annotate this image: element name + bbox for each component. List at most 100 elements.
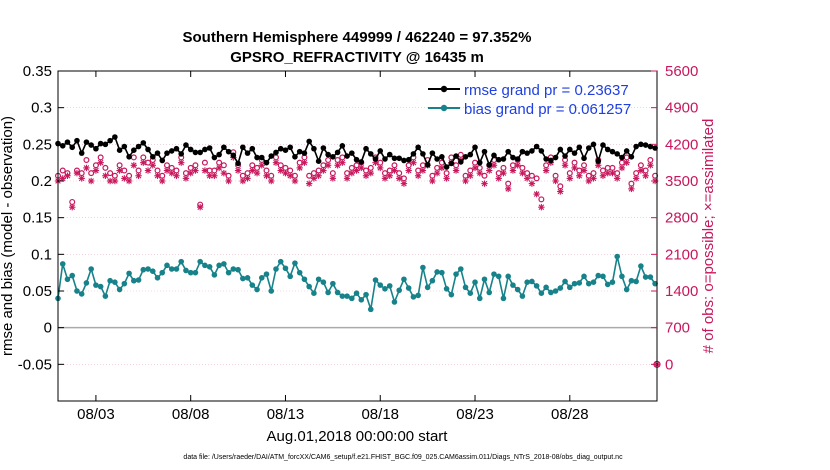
obs-assimilated-marker xyxy=(111,177,119,185)
obs-assimilated-marker xyxy=(73,169,81,177)
rmse-point xyxy=(249,145,256,152)
obs-assimilated-marker xyxy=(301,159,308,166)
obs-possible-marker xyxy=(277,162,284,169)
rmse-point xyxy=(349,150,355,156)
rmse-point xyxy=(206,145,213,151)
rmse-point xyxy=(367,151,374,157)
obs-possible-marker xyxy=(201,159,208,166)
asterisk-stroke xyxy=(581,167,587,174)
asterisk-stroke xyxy=(642,172,649,179)
rmse-point xyxy=(481,148,488,155)
asterisk-stroke xyxy=(216,165,222,171)
rmse-point xyxy=(552,154,559,161)
bias-point xyxy=(619,273,625,280)
rmse-point xyxy=(93,145,99,152)
asterisk-stroke xyxy=(197,204,203,210)
rmse-point xyxy=(97,140,104,147)
asterisk-stroke xyxy=(121,175,128,182)
bias-point xyxy=(581,273,587,280)
obs-assimilated-marker xyxy=(258,162,265,169)
obs-assimilated-marker xyxy=(561,162,569,169)
asterisk-stroke xyxy=(571,165,578,171)
obs-assimilated-marker xyxy=(580,167,588,174)
obs-possible-marker xyxy=(254,164,261,171)
obs-assimilated-marker xyxy=(443,175,450,182)
bias-point xyxy=(600,273,606,280)
obs-assimilated-marker xyxy=(215,164,223,172)
asterisk-stroke xyxy=(287,172,293,179)
rmse-point xyxy=(500,156,507,162)
obs-assimilated-marker xyxy=(358,164,365,172)
asterisk-stroke xyxy=(254,170,260,176)
bias-point xyxy=(495,273,502,280)
bias-point xyxy=(221,261,227,267)
obs-assimilated-marker xyxy=(486,167,493,174)
asterisk-stroke xyxy=(131,162,137,169)
asterisk-stroke xyxy=(410,159,417,166)
obs-assimilated-marker xyxy=(277,167,284,174)
bias-point xyxy=(254,286,260,293)
bias-point xyxy=(353,290,360,297)
obs-assimilated-marker xyxy=(97,159,104,166)
rmse-point xyxy=(183,142,189,148)
obs-assimilated-marker xyxy=(637,167,645,174)
right-tick-label: 2100 xyxy=(665,246,698,263)
obs-possible-marker xyxy=(623,154,630,161)
bias-point xyxy=(244,275,251,281)
rmse-point xyxy=(410,151,417,157)
asterisk-stroke xyxy=(258,162,265,169)
asterisk-stroke xyxy=(609,170,616,176)
bias-point xyxy=(121,280,128,287)
obs-assimilated-marker xyxy=(220,169,228,177)
rmse-point xyxy=(396,155,403,162)
rmse-point xyxy=(306,138,312,145)
rmse-point xyxy=(202,146,208,153)
x-tick-label: 08/18 xyxy=(361,406,399,423)
bias-point xyxy=(434,269,440,275)
rmse-point xyxy=(543,156,549,162)
obs-possible-marker xyxy=(239,172,246,179)
obs-assimilated-marker xyxy=(500,169,507,177)
asterisk-stroke xyxy=(221,170,227,176)
obs-possible-marker xyxy=(287,167,294,174)
rmse-point xyxy=(538,148,545,154)
bias-point xyxy=(78,291,85,297)
obs-possible-marker xyxy=(163,162,170,169)
obs-possible-marker xyxy=(263,167,270,174)
asterisk-stroke xyxy=(74,170,80,176)
right-tick-label: 0 xyxy=(665,356,673,373)
asterisk-stroke xyxy=(135,172,142,179)
rmse-point xyxy=(401,157,407,164)
bias-point xyxy=(334,289,341,296)
rmse-point xyxy=(571,150,578,156)
obs-possible-marker xyxy=(552,172,559,179)
right-axis-ticks: 0 700 1400 2100 2800 3500 4200 4900 5600 xyxy=(651,63,698,373)
rmse-point xyxy=(533,143,540,150)
asterisk-stroke xyxy=(552,178,559,184)
asterisk-stroke xyxy=(500,170,507,176)
rmse-point xyxy=(353,156,360,163)
asterisk-stroke xyxy=(263,172,270,179)
bias-point xyxy=(258,275,265,281)
bias-point xyxy=(529,278,535,285)
rmse-point xyxy=(391,155,398,162)
rmse-point xyxy=(344,153,350,159)
obs-possible-marker xyxy=(533,175,540,182)
obs-assimilated-marker xyxy=(400,180,408,187)
obs-possible-marker xyxy=(59,167,66,174)
obs-assimilated-marker xyxy=(462,177,469,185)
obs-assimilated-marker xyxy=(429,177,436,185)
rmse-point xyxy=(476,159,483,166)
obs-assimilated-marker xyxy=(452,167,460,174)
legend-bias-marker xyxy=(440,104,448,112)
rmse-point xyxy=(277,145,284,152)
asterisk-stroke xyxy=(538,204,545,210)
chart-title-line2: GPSRO_REFRACTIVITY @ 16435 m xyxy=(230,49,484,66)
rmse-point xyxy=(377,148,384,154)
asterisk-stroke xyxy=(396,175,402,182)
rmse-point xyxy=(505,148,511,155)
rmse-point xyxy=(576,144,583,151)
obs-possible-marker xyxy=(585,172,592,179)
obs-possible-marker xyxy=(448,154,455,161)
legend: rmse grand pr = 0.23637 bias grand pr = … xyxy=(428,82,631,118)
